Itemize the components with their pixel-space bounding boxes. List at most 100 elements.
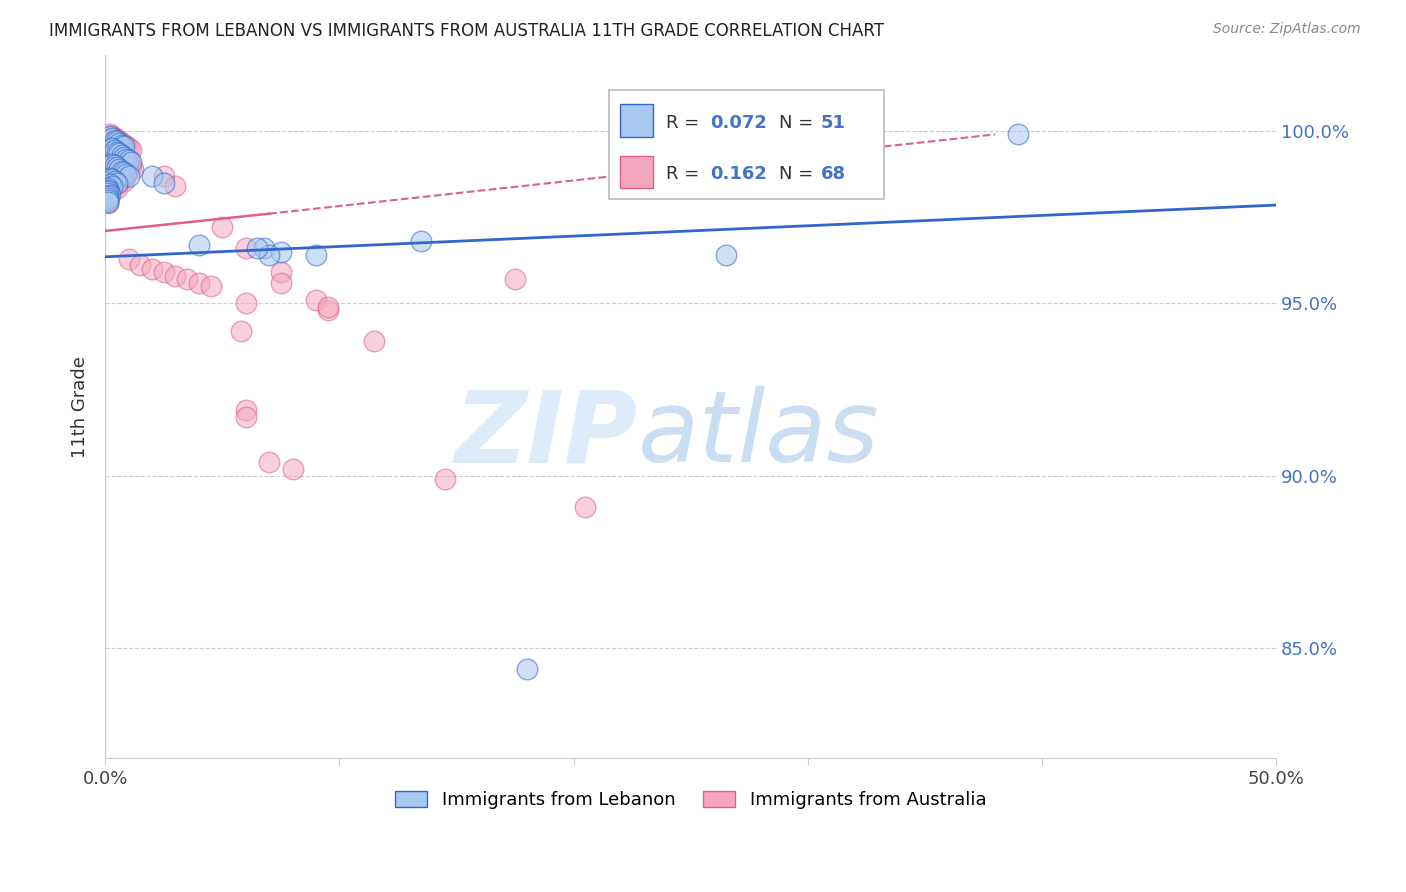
Point [141, 169, 163, 183]
Point [101, 146, 124, 161]
Point [103, 158, 125, 172]
Point [305, 293, 328, 307]
Point [152, 169, 174, 183]
Point [105, 169, 128, 183]
Point [101, 131, 124, 145]
Y-axis label: 11th Grade: 11th Grade [72, 356, 89, 458]
Point [714, 248, 737, 262]
Point [96, 194, 118, 209]
Point [117, 169, 139, 183]
Point [246, 241, 269, 255]
Point [105, 160, 128, 174]
Point [316, 300, 339, 314]
Point [105, 150, 128, 164]
Point [235, 403, 257, 417]
Point [229, 324, 252, 338]
Point [98, 176, 121, 190]
Text: ZIP: ZIP [456, 386, 638, 483]
Point [115, 139, 138, 153]
Point [108, 146, 131, 161]
Point [112, 137, 135, 152]
Point [281, 462, 304, 476]
Point [103, 174, 125, 188]
Point [117, 158, 139, 172]
Point [96, 184, 118, 198]
Point [96, 196, 118, 211]
Point [200, 279, 222, 293]
Point [152, 176, 174, 190]
Point [96, 183, 118, 197]
Point [120, 160, 142, 174]
Point [112, 139, 135, 153]
Point [1007, 128, 1029, 142]
Point [187, 237, 209, 252]
Point [305, 248, 328, 262]
Point [103, 179, 125, 194]
Point [411, 234, 433, 248]
Point [270, 265, 292, 279]
Point [129, 259, 152, 273]
Point [98, 187, 121, 202]
Point [176, 272, 198, 286]
Point [187, 276, 209, 290]
Point [211, 220, 233, 235]
Point [257, 455, 280, 469]
Point [110, 137, 132, 152]
Point [115, 152, 138, 166]
Point [574, 500, 596, 514]
Point [103, 148, 125, 162]
Point [105, 176, 128, 190]
Point [110, 136, 132, 150]
Text: IMMIGRANTS FROM LEBANON VS IMMIGRANTS FROM AUSTRALIA 11TH GRADE CORRELATION CHAR: IMMIGRANTS FROM LEBANON VS IMMIGRANTS FR… [49, 22, 884, 40]
Point [235, 296, 257, 310]
Point [117, 153, 139, 168]
Point [516, 662, 538, 676]
Point [112, 165, 135, 179]
Point [112, 174, 135, 188]
Point [165, 179, 187, 194]
Point [96, 186, 118, 200]
Point [120, 143, 142, 157]
Point [101, 172, 124, 186]
Point [108, 152, 131, 166]
Point [253, 241, 276, 255]
Point [96, 194, 118, 209]
Point [108, 136, 131, 150]
Point [120, 155, 142, 169]
Point [105, 134, 128, 148]
Point [108, 134, 131, 148]
Point [96, 186, 118, 200]
Point [98, 128, 121, 142]
Point [110, 148, 132, 162]
Point [96, 183, 118, 197]
Point [101, 157, 124, 171]
Point [98, 178, 121, 192]
Point [257, 248, 280, 262]
Point [101, 179, 124, 194]
Point [270, 276, 292, 290]
Point [270, 244, 292, 259]
Point [101, 178, 124, 192]
Point [115, 167, 138, 181]
Point [103, 167, 125, 181]
Point [433, 472, 456, 486]
Point [141, 261, 163, 276]
Point [115, 157, 138, 171]
Point [96, 189, 118, 203]
Point [96, 193, 118, 207]
Point [165, 268, 187, 283]
Point [96, 184, 118, 198]
Point [117, 141, 139, 155]
Point [152, 265, 174, 279]
Point [112, 150, 135, 164]
Point [105, 145, 128, 159]
Legend: Immigrants from Lebanon, Immigrants from Australia: Immigrants from Lebanon, Immigrants from… [388, 783, 994, 816]
Point [96, 189, 118, 203]
Point [112, 155, 135, 169]
Point [363, 334, 385, 349]
Text: Source: ZipAtlas.com: Source: ZipAtlas.com [1213, 22, 1361, 37]
Point [96, 191, 118, 205]
Point [110, 153, 132, 168]
Point [98, 145, 121, 159]
Point [105, 132, 128, 146]
